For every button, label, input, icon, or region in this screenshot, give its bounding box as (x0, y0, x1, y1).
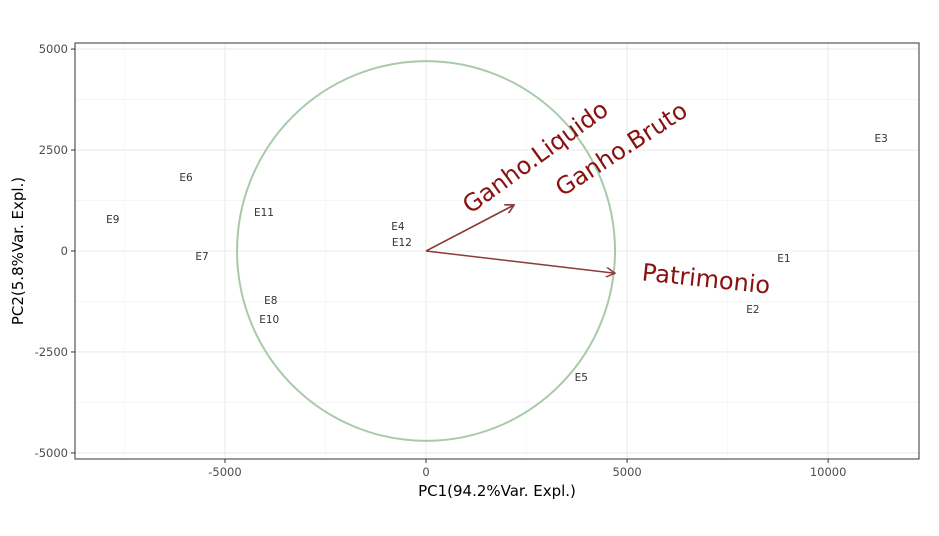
y-tick-label: 0 (61, 244, 68, 258)
loading-label-patrimonio: Patrimonio (641, 258, 772, 299)
y-tick-label: -2500 (35, 345, 68, 359)
x-tick-label: 0 (422, 465, 429, 479)
y-tick-label: 2500 (39, 143, 68, 157)
loading-arrow-patrimonio (425, 250, 615, 273)
point-label-e6: E6 (179, 172, 193, 184)
point-label-e1: E1 (777, 253, 790, 265)
point-label-e8: E8 (264, 295, 277, 307)
grid (75, 43, 919, 459)
x-tick-label: 10000 (810, 465, 847, 479)
y-tick-label: -5000 (35, 446, 68, 460)
point-label-e9: E9 (106, 214, 119, 226)
x-tick-label: -5000 (208, 465, 241, 479)
loading-label-ganho-bruto: Ganho.Bruto (550, 96, 692, 202)
loading-arrow-ganho-bruto (425, 205, 514, 252)
point-label-e3: E3 (875, 133, 888, 145)
point-label-e4: E4 (391, 221, 405, 233)
x-tick-label: 5000 (612, 465, 641, 479)
correlation-circle (236, 60, 617, 442)
point-label-e11: E11 (254, 207, 274, 219)
y-tick-label: 5000 (39, 42, 68, 56)
point-label-e12: E12 (392, 237, 412, 249)
point-label-e5: E5 (575, 372, 588, 384)
y-axis-label: PC2(5.8%Var. Expl.) (9, 177, 27, 325)
x-axis-label: PC1(94.2%Var. Expl.) (418, 482, 576, 500)
circle-group (236, 60, 617, 442)
point-label-e2: E2 (746, 304, 759, 316)
axes: -5000 0 5000 10000 5000 2500 0 -2500 -5000 (35, 42, 847, 479)
point-label-e7: E7 (195, 251, 208, 263)
point-label-e10: E10 (259, 314, 279, 326)
points: E1 E2 E3 E4 E5 E6 E7 E8 E9 E10 E11 E12 (106, 133, 888, 384)
